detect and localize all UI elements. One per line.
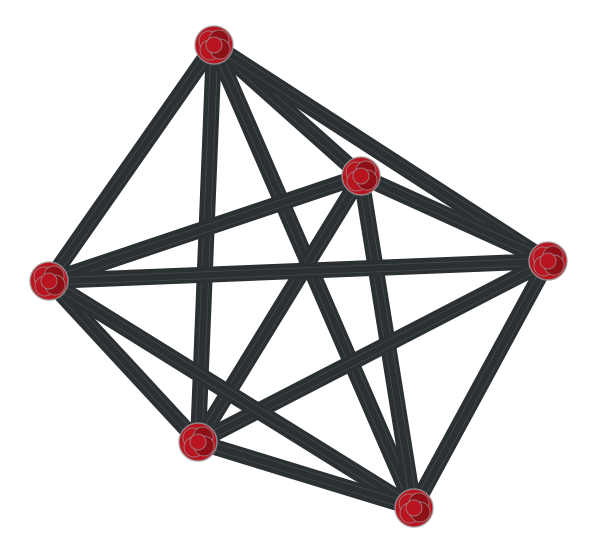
node-upper-middle [341,156,381,196]
edge-n2-n4 [41,168,369,289]
edge-n5-n6 [190,434,422,516]
edge-n1-n4 [41,37,222,289]
edge-n2-n3 [353,168,556,269]
node-bottom-right [394,488,434,528]
node-top [194,25,234,65]
edge-layer [41,37,556,516]
edge-n3-n6 [406,253,556,516]
node-layer [29,25,568,528]
edge-n4-n6 [41,273,422,516]
node-left [29,261,69,301]
node-right [528,241,568,281]
node-lower-left [178,422,218,462]
edge-n3-n4 [41,253,556,289]
